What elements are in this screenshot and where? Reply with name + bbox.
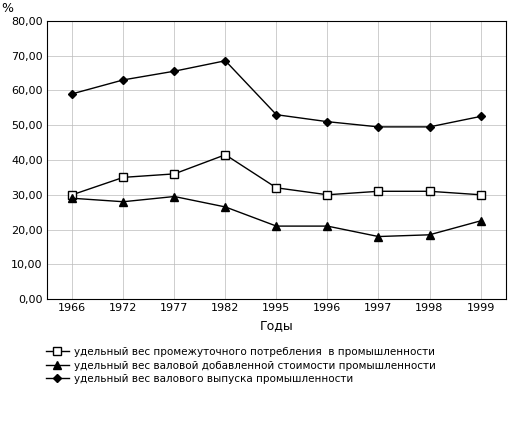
X-axis label: Годы: Годы xyxy=(260,319,293,332)
Y-axis label: %: % xyxy=(2,2,14,15)
Legend: удельный вес промежуточного потребления  в промышленности, удельный вес валовой : удельный вес промежуточного потребления … xyxy=(43,343,439,388)
